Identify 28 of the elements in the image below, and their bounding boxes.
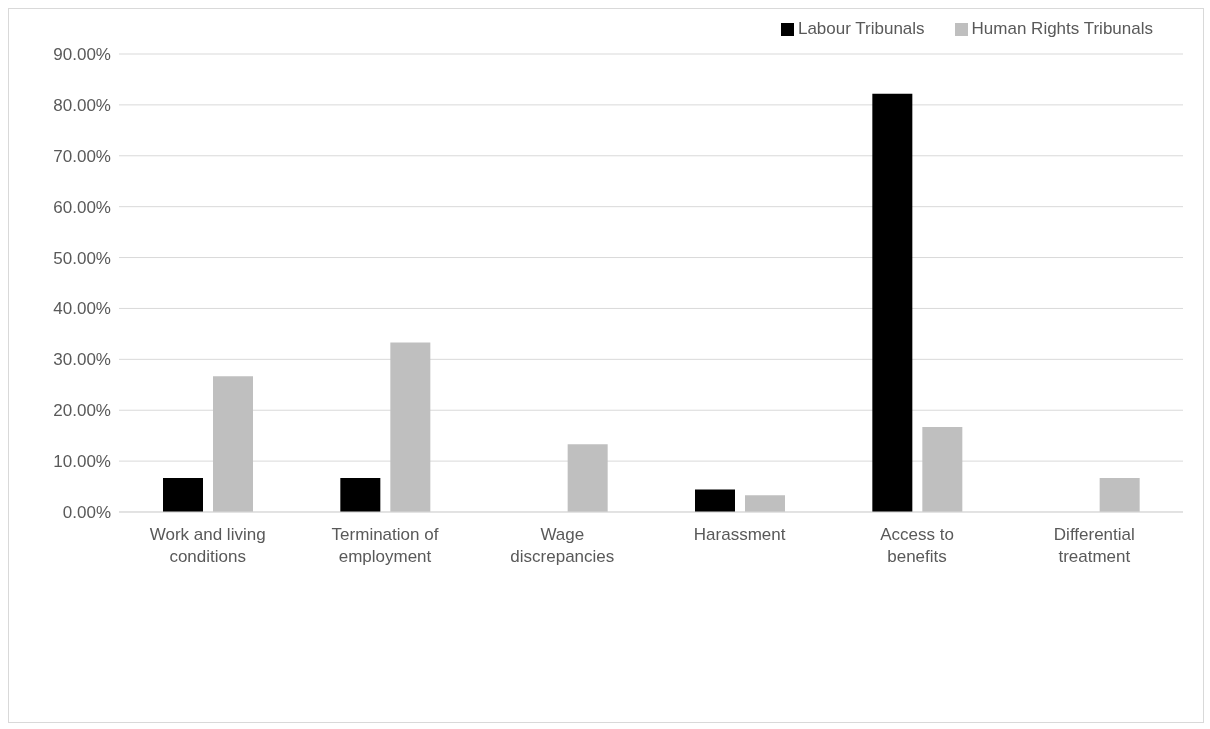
x-tick-label: Work and living conditions <box>149 525 266 566</box>
y-tick-label: 40.00% <box>53 299 111 319</box>
bar <box>163 477 203 512</box>
x-tick-label: Termination of employment <box>331 525 439 566</box>
y-tick-label: 70.00% <box>53 146 111 166</box>
y-tick-label: 0.00% <box>62 503 111 523</box>
y-tick-label: 50.00% <box>53 248 111 268</box>
y-tick-label: 20.00% <box>53 401 111 421</box>
bar <box>567 444 608 512</box>
bar <box>1099 477 1140 512</box>
bar <box>922 427 963 512</box>
bar <box>390 342 431 512</box>
y-tick-label: 90.00% <box>53 45 111 65</box>
bar <box>340 477 381 512</box>
y-tick-label: 30.00% <box>53 350 111 370</box>
legend-label: Human Rights Tribunals <box>971 19 1153 38</box>
legend-label: Labour Tribunals <box>797 19 925 38</box>
bar <box>745 495 785 512</box>
x-tick-label: Wage discrepancies <box>510 525 615 566</box>
bar <box>872 93 913 512</box>
y-tick-label: 80.00% <box>53 95 111 115</box>
bar <box>213 376 253 512</box>
x-tick-label: Harassment <box>693 525 786 544</box>
x-tick-label: Access to benefits <box>880 525 954 566</box>
y-tick-label: 60.00% <box>53 197 111 217</box>
y-tick-label: 10.00% <box>53 452 111 472</box>
x-tick-label: Differential treatment <box>1053 525 1135 566</box>
bar <box>695 489 735 512</box>
